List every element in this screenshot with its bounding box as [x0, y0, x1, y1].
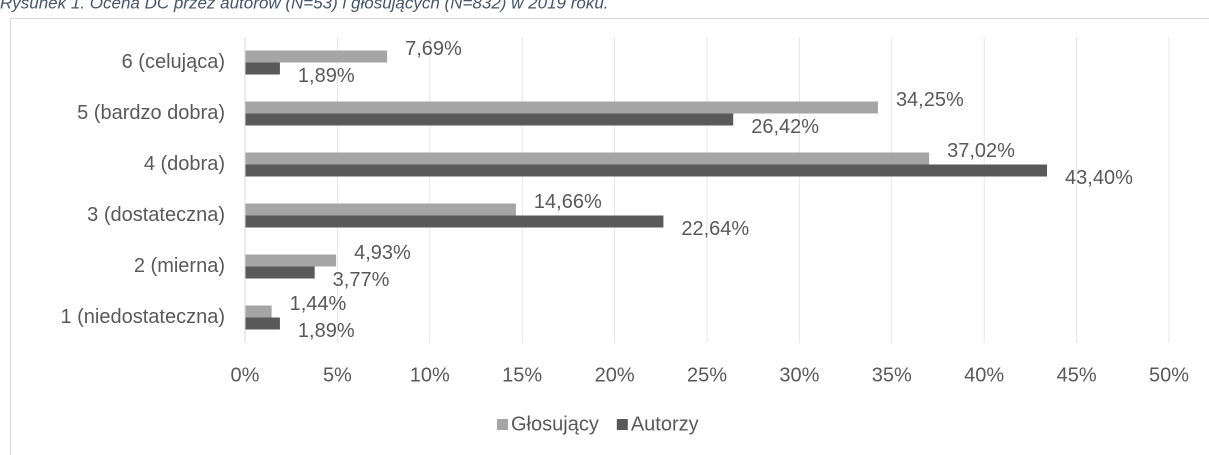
- data-label: 34,25%: [896, 89, 964, 111]
- bar: [245, 317, 280, 330]
- bar: [245, 164, 1048, 177]
- bar: [245, 62, 280, 75]
- x-tick-label: 30%: [779, 364, 819, 386]
- data-label: 22,64%: [681, 218, 749, 240]
- x-tick-label: 25%: [687, 364, 727, 386]
- data-label: 14,66%: [534, 191, 602, 213]
- bar: [245, 266, 315, 279]
- bar: [245, 50, 388, 63]
- legend-swatch: [616, 419, 628, 430]
- bar: [245, 101, 878, 114]
- chart-border: [10, 18, 1209, 455]
- x-tick-label: 10%: [410, 364, 450, 386]
- y-tick-label: 5 (bardzo dobra): [77, 102, 225, 124]
- x-tick-label: 0%: [231, 364, 260, 386]
- y-tick-label: 3 (dostateczna): [87, 204, 225, 226]
- legend-label: Głosujący: [511, 413, 599, 435]
- data-label: 7,69%: [405, 38, 462, 60]
- legend-swatch: [497, 419, 508, 430]
- y-tick-label: 2 (mierna): [134, 255, 225, 277]
- legend-label: Autorzy: [631, 413, 699, 435]
- bar: [245, 152, 930, 165]
- x-tick-label: 20%: [595, 364, 635, 386]
- data-label: 1,89%: [298, 320, 355, 342]
- data-label: 1,44%: [290, 293, 347, 315]
- x-tick-label: 45%: [1057, 364, 1097, 386]
- chart-title: Rysunek 1. Ocena DC przez autorów (N=53)…: [0, 0, 609, 12]
- bar: [245, 215, 664, 228]
- x-tick-label: 15%: [502, 364, 542, 386]
- bar: [245, 305, 272, 318]
- bar: [245, 254, 337, 267]
- bar: [245, 203, 516, 216]
- data-label: 37,02%: [947, 140, 1015, 162]
- y-tick-label: 4 (dobra): [144, 153, 225, 175]
- bar: [245, 113, 734, 126]
- data-label: 4,93%: [354, 242, 411, 264]
- x-tick-label: 40%: [964, 364, 1004, 386]
- data-label: 3,77%: [333, 269, 390, 291]
- x-tick-label: 50%: [1149, 364, 1189, 386]
- data-label: 26,42%: [751, 116, 819, 138]
- x-tick-label: 35%: [872, 364, 912, 386]
- x-tick-label: 5%: [323, 364, 352, 386]
- data-label: 43,40%: [1065, 167, 1133, 189]
- data-label: 1,89%: [298, 65, 355, 87]
- y-tick-label: 6 (celująca): [122, 51, 225, 73]
- y-tick-label: 1 (niedostateczna): [60, 306, 225, 328]
